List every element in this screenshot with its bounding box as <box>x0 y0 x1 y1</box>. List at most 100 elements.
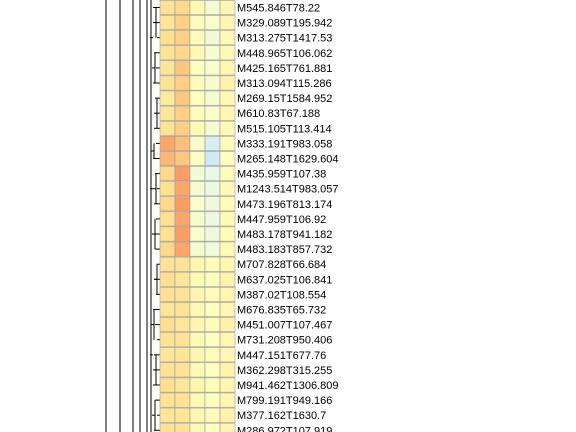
heatmap-cell <box>159 135 176 151</box>
heatmap-cell <box>174 45 191 61</box>
heatmap-cell <box>159 302 176 317</box>
heatmap-cell <box>189 151 206 166</box>
heatmap-cell <box>189 422 206 432</box>
heatmap-cell <box>204 362 221 378</box>
row-label: M473.196T813.174 <box>237 199 332 211</box>
heatmap-cell <box>204 30 221 46</box>
heatmap-cell <box>189 317 206 333</box>
heatmap-cell <box>189 407 206 423</box>
heatmap-cell <box>189 15 206 31</box>
row-label: M483.183T857.732 <box>237 244 332 256</box>
heatmap-cell <box>159 120 176 136</box>
row-label: M447.959T106.92 <box>237 214 326 226</box>
heatmap-cell <box>219 30 236 46</box>
heatmap-cell <box>174 241 191 257</box>
row-label: M707.828T66.684 <box>237 259 326 271</box>
heatmap-cell <box>159 256 176 272</box>
heatmap-cell <box>219 377 236 393</box>
heatmap-cell <box>204 105 221 121</box>
row-label: M329.089T195.942 <box>237 18 332 30</box>
row-label: M265.148T1629.604 <box>237 154 339 166</box>
heatmap-cell <box>219 105 236 121</box>
heatmap-cell <box>159 15 176 31</box>
heatmap-cell <box>204 75 221 91</box>
heatmap-cell <box>219 166 236 182</box>
heatmap-cell <box>159 286 176 302</box>
row-label: M941.462T1306.809 <box>237 380 339 392</box>
heatmap-cell <box>189 271 206 287</box>
heatmap-cell <box>219 286 236 302</box>
heatmap-cell <box>219 60 236 76</box>
heatmap-cell <box>159 332 176 348</box>
heatmap-cell <box>219 196 236 212</box>
heatmap-cell <box>159 30 176 46</box>
heatmap-cell <box>174 392 191 408</box>
row-label: M515.105T113.414 <box>237 123 332 135</box>
row-label: M545.846T78.22 <box>237 3 320 15</box>
heatmap-cell <box>174 271 191 287</box>
heatmap-cell <box>174 90 191 106</box>
heatmap-cell <box>219 332 236 348</box>
heatmap-cell <box>204 166 221 182</box>
heatmap-cell <box>204 60 221 76</box>
heatmap-cell <box>189 377 206 393</box>
heatmap-cell <box>204 226 221 242</box>
heatmap-cell <box>189 181 206 197</box>
heatmap-cell <box>204 271 221 287</box>
heatmap-cell <box>204 120 221 136</box>
heatmap-cell <box>159 422 176 432</box>
heatmap-cell <box>219 422 236 432</box>
heatmap-cell <box>189 332 206 348</box>
heatmap-cells <box>159 0 236 432</box>
row-label: M731.208T950.406 <box>237 335 332 347</box>
heatmap-cell <box>204 302 221 317</box>
heatmap-cell <box>159 211 176 227</box>
heatmap-cell <box>174 151 191 166</box>
heatmap-cell <box>219 241 236 257</box>
heatmap-cell <box>159 271 176 287</box>
row-label: M362.298T315.255 <box>237 365 332 377</box>
heatmap-cell <box>204 0 221 15</box>
heatmap-cell <box>219 256 236 272</box>
heatmap-cell <box>159 105 176 121</box>
heatmap-cell <box>159 377 176 393</box>
heatmap-cell <box>174 256 191 272</box>
heatmap-cell <box>219 75 236 91</box>
heatmap-cell <box>204 211 221 227</box>
heatmap-cell <box>204 45 221 61</box>
heatmap-cell <box>189 166 206 182</box>
heatmap-cell <box>174 377 191 393</box>
heatmap-cell <box>204 407 221 423</box>
row-label: M425.165T761.881 <box>237 63 332 75</box>
heatmap-cell <box>219 392 236 408</box>
row-label: M799.191T949.166 <box>237 395 332 407</box>
heatmap-cell <box>219 317 236 333</box>
heatmap-cell <box>174 135 191 151</box>
heatmap-cell <box>159 60 176 76</box>
heatmap-cell <box>174 15 191 31</box>
heatmap-cell <box>219 211 236 227</box>
heatmap-cell <box>174 407 191 423</box>
heatmap-cell <box>189 226 206 242</box>
heatmap-cell <box>174 317 191 333</box>
heatmap-cell <box>189 30 206 46</box>
heatmap-cell <box>174 120 191 136</box>
heatmap-cell <box>159 392 176 408</box>
heatmap-cell <box>174 105 191 121</box>
heatmap-cell <box>189 362 206 378</box>
heatmap-cell <box>159 181 176 197</box>
heatmap-cell <box>174 362 191 378</box>
heatmap-cell <box>174 302 191 317</box>
heatmap-cell <box>159 196 176 212</box>
row-label: M313.275T1417.53 <box>237 33 332 45</box>
row-label: M483.178T941.182 <box>237 229 332 241</box>
heatmap-cell <box>219 362 236 378</box>
row-label: M269.15T1584.952 <box>237 93 332 105</box>
heatmap-cell <box>174 196 191 212</box>
heatmap-cell <box>219 302 236 317</box>
heatmap-cell <box>159 226 176 242</box>
row-label: M377.162T1630.7 <box>237 410 326 422</box>
heatmap-cell <box>159 317 176 333</box>
heatmap-cell <box>174 332 191 348</box>
heatmap-cell <box>219 407 236 423</box>
